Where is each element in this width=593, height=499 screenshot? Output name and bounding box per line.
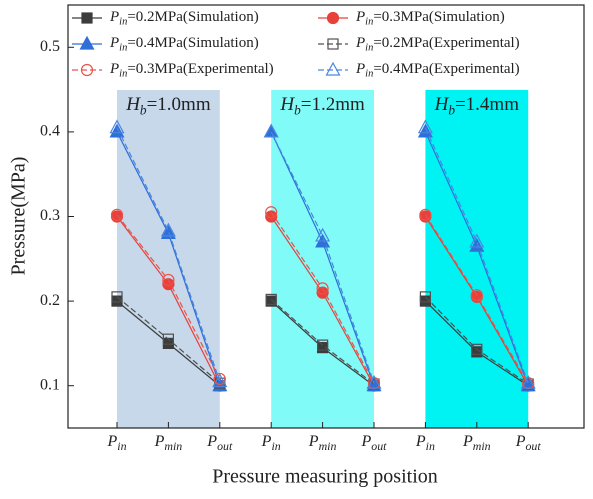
y-axis-label: Pressure(MPa) xyxy=(8,157,30,276)
data-point xyxy=(111,291,123,303)
series-line xyxy=(270,298,375,385)
x-tick-label: Pout xyxy=(515,433,542,453)
data-point xyxy=(265,210,278,223)
panel-annotation: Hb=1.2mm xyxy=(279,94,365,117)
data-point xyxy=(469,233,485,248)
data-point xyxy=(162,333,174,345)
data-point xyxy=(315,227,331,242)
y-tick-label: 0.5 xyxy=(40,38,60,55)
data-point xyxy=(265,293,277,306)
series-line xyxy=(116,127,221,382)
data-point xyxy=(162,273,175,287)
y-tick-label: 0.4 xyxy=(40,123,60,140)
legend-marker xyxy=(326,11,340,25)
series-line xyxy=(270,131,375,384)
data-point xyxy=(417,119,433,134)
panel-annotation: Hb=1.4mm xyxy=(434,94,520,117)
data-point xyxy=(520,374,536,389)
legend-marker xyxy=(327,38,339,50)
legend-label: Pin=0.3MPa(Experimental) xyxy=(109,61,274,79)
plot-frame xyxy=(67,4,585,429)
y-tick-label: 0.2 xyxy=(40,292,60,309)
data-point xyxy=(419,291,431,303)
legend-marker xyxy=(325,61,341,76)
data-point xyxy=(110,208,124,221)
x-tick-label: Pout xyxy=(361,433,388,453)
legend-label: Pin=0.3MPa(Simulation) xyxy=(355,9,505,27)
x-tick-label: Pout xyxy=(206,433,233,453)
x-tick-label: Pmin xyxy=(462,433,491,453)
data-point xyxy=(109,119,125,134)
panel-band xyxy=(117,90,220,428)
series-line xyxy=(424,214,529,384)
data-point xyxy=(317,339,329,351)
data-point xyxy=(316,282,329,295)
series-line xyxy=(270,211,375,384)
data-point xyxy=(212,373,228,388)
data-point xyxy=(265,206,278,219)
data-point xyxy=(366,374,382,389)
y-tick-label: 0.1 xyxy=(40,376,60,393)
x-tick-label: Pin xyxy=(415,433,435,453)
x-tick-label: Pin xyxy=(106,433,126,453)
data-point xyxy=(263,123,279,138)
x-axis-label: Pressure measuring position xyxy=(212,466,438,488)
x-tick-label: Pmin xyxy=(154,433,183,453)
series-line xyxy=(424,127,529,384)
legend-marker xyxy=(79,35,95,50)
data-point xyxy=(470,289,483,302)
x-tick-label: Pin xyxy=(261,433,281,453)
panel-band xyxy=(271,90,374,428)
legend-marker xyxy=(81,12,93,24)
series-line xyxy=(116,296,221,384)
data-point xyxy=(419,208,432,221)
data-point xyxy=(469,237,485,252)
series-line xyxy=(424,296,529,385)
y-tick-label: 0.3 xyxy=(40,207,60,224)
legend-label: Pin=0.4MPa(Experimental) xyxy=(355,61,520,79)
series-line xyxy=(116,214,221,380)
legend-marker xyxy=(80,63,94,77)
data-point xyxy=(109,123,125,138)
data-point xyxy=(162,278,175,291)
legend-label: Pin=0.2MPa(Simulation) xyxy=(109,9,259,27)
data-point xyxy=(417,123,433,138)
x-tick-label: Pmin xyxy=(308,433,337,453)
data-point xyxy=(316,286,329,299)
panel-annotation: Hb=1.0mm xyxy=(125,94,211,117)
data-point xyxy=(160,222,176,237)
legend-label: Pin=0.4MPa(Simulation) xyxy=(109,35,259,53)
data-point xyxy=(471,343,483,355)
legend-label: Pin=0.2MPa(Experimental) xyxy=(355,35,520,53)
panel-band xyxy=(425,90,529,428)
